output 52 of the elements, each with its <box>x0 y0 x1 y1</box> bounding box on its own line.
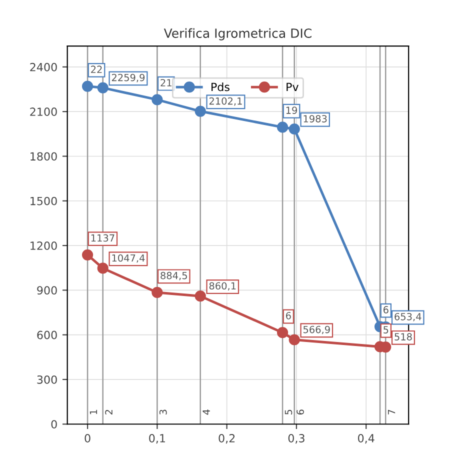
x-tick-label: 0,4 <box>358 434 374 444</box>
point <box>194 290 206 302</box>
point <box>82 80 94 92</box>
y-tick-label: 1200 <box>30 242 57 250</box>
point <box>288 334 300 346</box>
data-label: 1047,4 <box>112 254 145 263</box>
x-tick-label: 0 <box>84 434 90 442</box>
point <box>82 249 94 260</box>
data-label: 2102,1 <box>209 97 242 106</box>
annotation: 1 <box>90 410 98 414</box>
point <box>97 82 108 94</box>
data-label: 1137 <box>91 234 114 242</box>
x-tick-label: 0,3 <box>288 434 304 444</box>
point <box>152 286 163 298</box>
point <box>276 122 288 133</box>
data-label: 566,9 <box>303 326 330 334</box>
annotation: 21 <box>160 79 172 86</box>
annotation: 6 <box>296 410 304 415</box>
data-label: 2259,9 <box>112 74 145 82</box>
y-tick-label: 600 <box>37 330 57 340</box>
annotation: 7 <box>388 410 396 414</box>
annotation: 6 <box>384 306 388 314</box>
annotation: 3 <box>159 410 167 414</box>
data-label: 884,5 <box>160 272 187 280</box>
data-label: 653,4 <box>394 312 422 322</box>
y-tick-label: 900 <box>37 286 57 295</box>
point <box>288 123 300 135</box>
y-tick-label: 2100 <box>30 108 57 116</box>
x-tick-label: 0,2 <box>218 434 235 444</box>
chart-title: Verifica Igrometrica DIC <box>164 28 312 40</box>
annotation: 2 <box>105 410 112 414</box>
point <box>97 262 108 274</box>
y-tick-label: 0 <box>51 420 57 428</box>
legend-label: Pds <box>212 82 230 92</box>
annotation: 22 <box>91 66 102 73</box>
annotation: 5 <box>284 410 292 414</box>
annotation: 5 <box>384 326 388 334</box>
y-tick-label: 300 <box>37 375 57 384</box>
y-tick-label: 2400 <box>30 62 57 72</box>
point <box>194 106 206 117</box>
annotation: 19 <box>286 106 298 114</box>
data-label: 860,1 <box>209 282 236 291</box>
data-label: 1983 <box>304 115 327 122</box>
point <box>276 327 288 338</box>
legend-label: Pv <box>286 82 298 92</box>
y-tick-label: 1800 <box>30 152 57 161</box>
y-tick-label: 1500 <box>30 196 57 206</box>
annotation: 6 <box>286 312 291 320</box>
x-tick-label: 0,1 <box>149 434 165 444</box>
point <box>152 94 163 106</box>
annotation: 4 <box>202 410 210 415</box>
data-label: 518 <box>394 333 412 340</box>
